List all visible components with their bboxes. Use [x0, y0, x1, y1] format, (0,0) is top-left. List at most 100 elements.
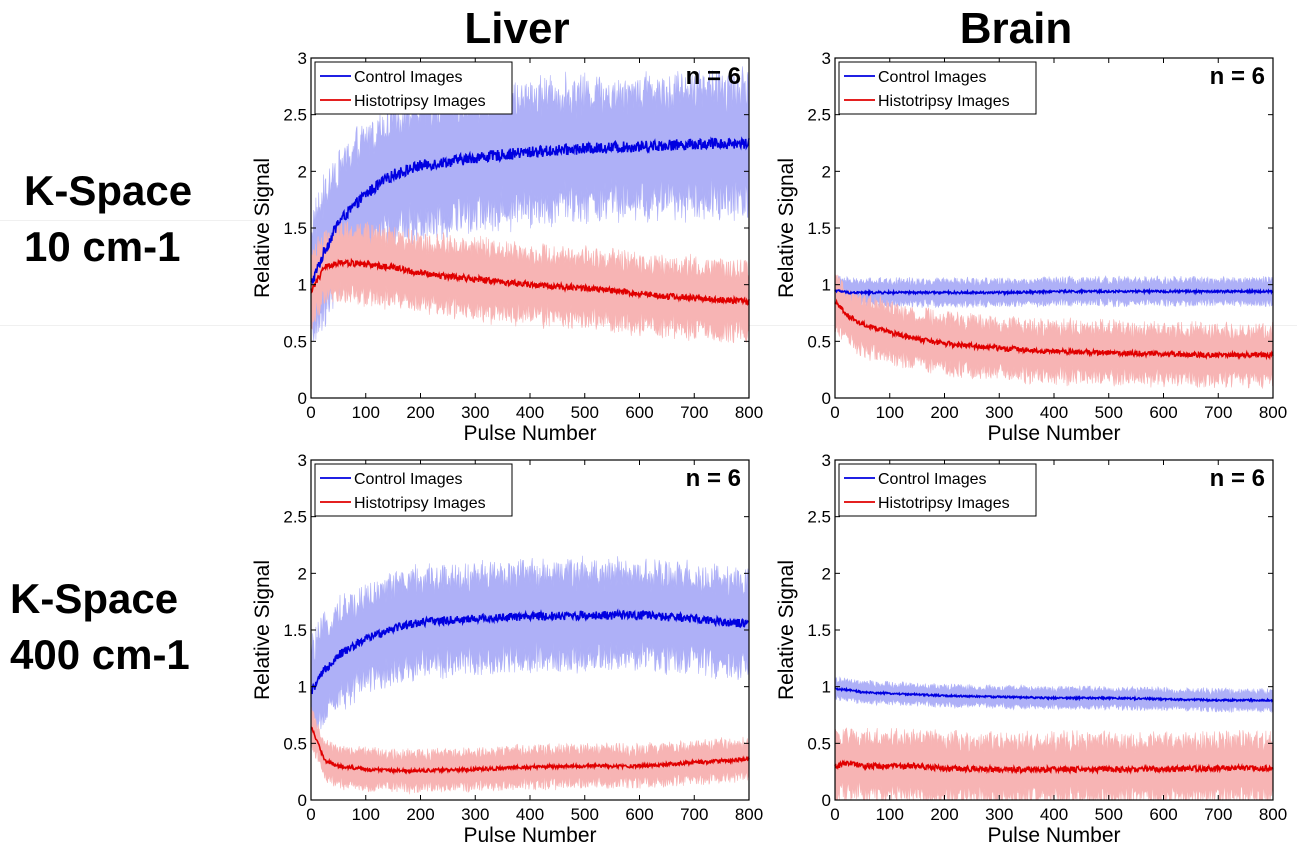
y-tick-label: 1.5 — [807, 621, 831, 640]
x-tick-label: 0 — [306, 805, 315, 824]
y-tick-label: 1 — [298, 276, 307, 295]
legend: Control Images Histotripsy Images — [314, 61, 513, 115]
x-tick-label: 400 — [1040, 403, 1068, 422]
y-tick-label: 2 — [298, 564, 307, 583]
band-histotripsy — [310, 707, 750, 795]
y-tick-label: 0.5 — [807, 734, 831, 753]
x-tick-label: 400 — [1040, 805, 1068, 824]
band-histotripsy — [310, 221, 750, 344]
row-title-10-line2: 10 cm-1 — [24, 223, 181, 270]
y-tick-label: 0 — [822, 791, 831, 810]
n-label: n = 6 — [1210, 465, 1265, 492]
x-tick-label: 400 — [516, 805, 544, 824]
series-line-control — [834, 287, 1274, 297]
x-tick-label: 100 — [876, 403, 904, 422]
y-tick-label: 2 — [822, 564, 831, 583]
x-tick-label: 300 — [461, 805, 489, 824]
y-tick-label: 1 — [822, 276, 831, 295]
y-tick-label: 0 — [298, 791, 307, 810]
y-tick-label: 3 — [822, 451, 831, 470]
legend-box — [314, 463, 513, 517]
series-line-histotripsy — [310, 257, 750, 307]
x-tick-label: 100 — [352, 403, 380, 422]
y-axis-label: Relative Signal — [251, 158, 274, 298]
x-tick-label: 300 — [461, 403, 489, 422]
y-tick-label: 1 — [298, 678, 307, 697]
x-tick-label: 200 — [930, 805, 958, 824]
x-tick-label: 700 — [1204, 805, 1232, 824]
y-axis-label: Relative Signal — [775, 158, 798, 298]
x-tick-label: 200 — [930, 403, 958, 422]
legend-label-control: Control Images — [878, 69, 987, 86]
x-tick-label: 600 — [625, 403, 653, 422]
legend-label-histotripsy: Histotripsy Images — [354, 495, 486, 512]
legend: Control Images Histotripsy Images — [838, 463, 1037, 517]
legend-box — [314, 61, 513, 115]
x-tick-label: 500 — [571, 403, 599, 422]
legend-label-control: Control Images — [354, 69, 463, 86]
x-tick-label: 400 — [516, 403, 544, 422]
row-title-10: K-Space 10 cm-1 — [24, 163, 192, 275]
y-tick-label: 2.5 — [283, 508, 307, 527]
series-line-histotripsy — [834, 298, 1274, 361]
x-tick-label: 700 — [680, 805, 708, 824]
n-label: n = 6 — [686, 465, 741, 492]
row-title-400-line2: 400 cm-1 — [10, 631, 190, 678]
y-tick-label: 2.5 — [807, 508, 831, 527]
chart-panel-liver-400: 0 100 200 300 400 500 600 700 800 0 0.5 1 1.5 2 2.5 3 Pu… — [251, 451, 763, 847]
column-title-liver: Liver — [464, 4, 570, 53]
row-title-400: K-Space 400 cm-1 — [10, 571, 190, 683]
y-tick-label: 2.5 — [807, 106, 831, 125]
legend-label-control: Control Images — [354, 471, 463, 488]
y-tick-label: 0.5 — [807, 332, 831, 351]
legend-label-control: Control Images — [878, 471, 987, 488]
x-tick-label: 600 — [1149, 403, 1177, 422]
legend-label-histotripsy: Histotripsy Images — [878, 495, 1010, 512]
x-tick-label: 500 — [571, 805, 599, 824]
y-tick-label: 0.5 — [283, 734, 307, 753]
y-tick-label: 2 — [822, 162, 831, 181]
x-tick-label: 200 — [406, 403, 434, 422]
row-title-400-line1: K-Space — [10, 575, 179, 622]
chart-panel-liver-10: 0 100 200 300 400 500 600 700 800 0 0.5 1 1.5 2 2.5 3 Pu… — [251, 49, 763, 445]
legend-label-histotripsy: Histotripsy Images — [354, 93, 486, 110]
series-line-control — [834, 686, 1274, 704]
legend: Control Images Histotripsy Images — [838, 61, 1037, 115]
x-tick-label: 800 — [735, 403, 763, 422]
x-tick-label: 500 — [1095, 805, 1123, 824]
series-line-control — [310, 608, 750, 695]
y-tick-label: 2 — [298, 162, 307, 181]
x-tick-label: 200 — [406, 805, 434, 824]
row-separator — [0, 220, 270, 221]
y-tick-label: 1 — [822, 678, 831, 697]
x-tick-label: 300 — [985, 805, 1013, 824]
legend: Control Images Histotripsy Images — [314, 463, 513, 517]
n-label: n = 6 — [686, 63, 741, 90]
legend-label-histotripsy: Histotripsy Images — [878, 93, 1010, 110]
y-tick-label: 1.5 — [807, 219, 831, 238]
legend-box — [838, 463, 1037, 517]
x-tick-label: 0 — [830, 403, 839, 422]
x-tick-label: 500 — [1095, 403, 1123, 422]
series-line-histotripsy — [834, 759, 1274, 775]
x-tick-label: 700 — [680, 403, 708, 422]
x-tick-label: 600 — [625, 805, 653, 824]
y-tick-label: 2.5 — [283, 106, 307, 125]
y-tick-label: 3 — [822, 49, 831, 68]
x-axis-label: Pulse Number — [987, 422, 1120, 445]
y-tick-label: 0 — [822, 389, 831, 408]
x-axis-label: Pulse Number — [463, 422, 596, 445]
y-tick-label: 0.5 — [283, 332, 307, 351]
x-tick-label: 100 — [352, 805, 380, 824]
row-title-10-line1: K-Space — [24, 167, 193, 214]
x-axis-label: Pulse Number — [463, 824, 596, 847]
x-tick-label: 600 — [1149, 805, 1177, 824]
x-axis-label: Pulse Number — [987, 824, 1120, 847]
legend-box — [838, 61, 1037, 115]
n-label: n = 6 — [1210, 63, 1265, 90]
y-axis-label: Relative Signal — [775, 560, 798, 700]
x-tick-label: 700 — [1204, 403, 1232, 422]
x-tick-label: 100 — [876, 805, 904, 824]
y-tick-label: 3 — [298, 49, 307, 68]
